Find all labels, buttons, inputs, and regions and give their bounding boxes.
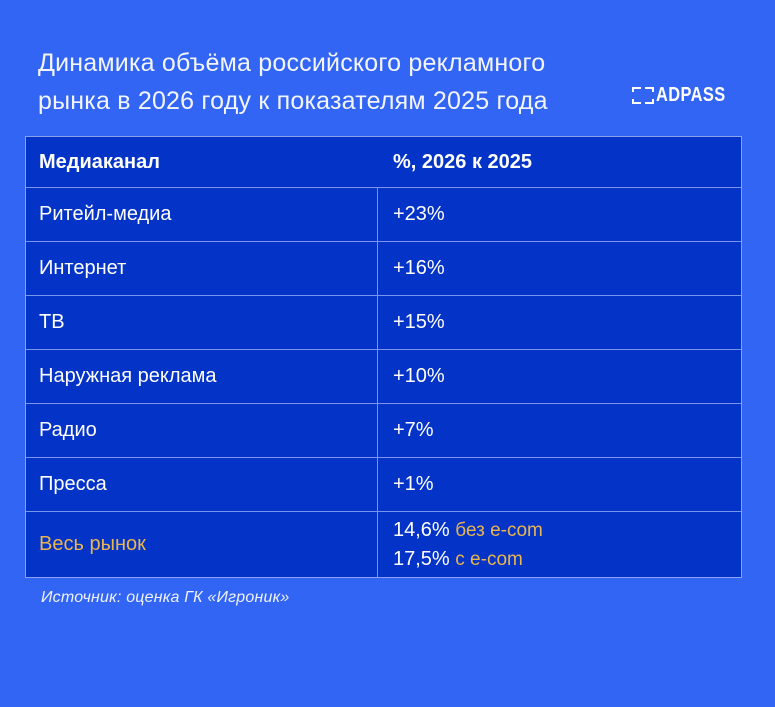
table-row: Пресса +1% bbox=[26, 457, 741, 511]
media-growth-table: Медиаканал %, 2026 к 2025 Ритейл-медиа +… bbox=[25, 136, 742, 578]
logo-wordmark: ADPASS bbox=[656, 84, 726, 106]
table-total-row: Весь рынок 14,6% без e-com 17,5% с e-com bbox=[26, 511, 741, 577]
value-cell: +15% bbox=[393, 311, 445, 333]
source-note: Источник: оценка ГК «Игроник» bbox=[41, 589, 290, 606]
total-value-cell: 14,6% без e-com 17,5% с e-com bbox=[378, 512, 741, 577]
total-value-2-number: 17,5% bbox=[393, 547, 450, 570]
table-row: Ритейл-медиа +23% bbox=[26, 187, 741, 241]
column-header-percent: %, 2026 к 2025 bbox=[393, 150, 533, 173]
channel-cell: Радио bbox=[26, 404, 378, 457]
total-value-line-1: 14,6% без e-com bbox=[393, 517, 543, 544]
page-title-line-2: рынка в 2026 году к показателям 2025 год… bbox=[38, 87, 548, 115]
channel-cell: ТВ bbox=[26, 296, 378, 349]
total-value-2-label: с e-com bbox=[455, 548, 523, 570]
total-value-1-number: 14,6% bbox=[393, 518, 450, 541]
page-title-line-1: Динамика объёма российского рекламного bbox=[38, 49, 546, 77]
value-cell: +7% bbox=[393, 419, 434, 441]
value-cell: +16% bbox=[393, 257, 445, 279]
total-channel-cell: Весь рынок bbox=[26, 512, 378, 577]
logo-bracket-right-icon bbox=[645, 87, 655, 104]
table-header-row: Медиаканал %, 2026 к 2025 bbox=[26, 137, 741, 187]
channel-cell: Наружная реклама bbox=[26, 350, 378, 403]
adpass-logo: ADPASS bbox=[632, 84, 741, 107]
table-row: ТВ +15% bbox=[26, 295, 741, 349]
table-row: Наружная реклама +10% bbox=[26, 349, 741, 403]
channel-cell: Пресса bbox=[26, 458, 378, 511]
total-value-line-2: 17,5% с e-com bbox=[393, 546, 523, 573]
table-row: Радио +7% bbox=[26, 403, 741, 457]
value-cell: +23% bbox=[393, 203, 445, 225]
value-cell: +1% bbox=[393, 473, 434, 495]
channel-cell: Ритейл-медиа bbox=[26, 188, 378, 241]
table-row: Интернет +16% bbox=[26, 241, 741, 295]
value-cell: +10% bbox=[393, 365, 445, 387]
logo-bracket-left-icon bbox=[632, 87, 642, 104]
column-header-channel: Медиаканал bbox=[39, 150, 160, 173]
channel-cell: Интернет bbox=[26, 242, 378, 295]
page-title: Динамика объёма российского рекламного р… bbox=[38, 44, 548, 120]
total-value-1-label: без e-com bbox=[455, 519, 543, 541]
